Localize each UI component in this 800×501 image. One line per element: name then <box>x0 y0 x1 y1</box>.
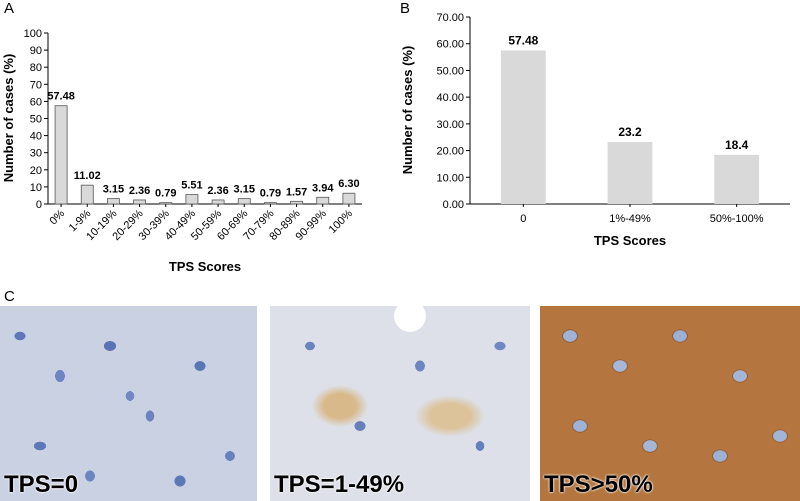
data-label: 6.30 <box>338 178 359 190</box>
data-label: 1.57 <box>286 186 307 198</box>
x-tick-label: 0 <box>520 213 526 225</box>
bar <box>106 198 120 205</box>
y-axis-title: Number of cases (%) <box>1 54 16 183</box>
bar <box>185 194 199 205</box>
data-label: 3.15 <box>234 184 255 196</box>
micrograph-tps-0: TPS=0 <box>0 306 257 501</box>
y-tick-label: 60 <box>30 96 42 108</box>
y-tick-label: 60.00 <box>436 39 464 51</box>
x-axis-title: TPS Scores <box>169 259 241 274</box>
data-label: 3.94 <box>312 182 334 194</box>
y-tick-label: 0.00 <box>443 199 464 211</box>
y-tick-label: 90 <box>30 45 42 57</box>
bar <box>159 202 173 205</box>
y-tick-label: 50 <box>30 114 42 126</box>
y-tick-label: 30.00 <box>436 119 464 131</box>
bar <box>316 196 330 205</box>
y-tick-label: 70 <box>30 79 42 91</box>
panel-label-a: A <box>4 0 15 17</box>
bar <box>607 142 653 204</box>
data-label: 2.36 <box>129 185 150 197</box>
bar <box>714 154 760 204</box>
bar <box>290 200 304 205</box>
y-tick-label: 0 <box>36 199 42 211</box>
data-label: 18.4 <box>725 138 749 152</box>
panel-label-b: B <box>400 0 411 17</box>
y-tick-label: 40 <box>30 131 42 143</box>
data-label: 23.2 <box>618 125 642 139</box>
bar <box>263 202 277 205</box>
bar <box>54 105 68 205</box>
data-label: 11.02 <box>74 170 101 182</box>
panel-label-c: C <box>4 288 15 305</box>
y-tick-label: 40.00 <box>436 92 464 104</box>
micrograph-label: TPS=1-49% <box>274 471 405 498</box>
micrograph-tps-50: TPS>50% <box>540 306 800 501</box>
y-tick-label: 50.00 <box>436 65 464 77</box>
data-label: 2.36 <box>207 185 228 197</box>
micrograph-tps-1-49: TPS=1-49% <box>270 306 530 501</box>
x-tick-label: 0% <box>47 207 67 227</box>
x-tick-label: 100% <box>327 207 356 236</box>
y-tick-label: 70.00 <box>436 12 464 24</box>
micrograph-label: TPS>50% <box>544 471 653 498</box>
y-tick-label: 20.00 <box>436 146 464 158</box>
x-axis-title: TPS Scores <box>594 233 666 248</box>
bar <box>211 199 225 205</box>
data-label: 57.48 <box>47 91 75 103</box>
data-label: 0.79 <box>155 188 176 200</box>
y-axis-title: Number of cases (%) <box>400 46 415 175</box>
data-label: 5.51 <box>181 180 202 192</box>
data-label: 0.79 <box>260 188 281 200</box>
data-label: 3.15 <box>103 184 124 196</box>
y-tick-label: 30 <box>30 148 42 160</box>
y-tick-label: 10.00 <box>436 172 464 184</box>
bar <box>342 192 356 205</box>
bar <box>500 50 546 204</box>
data-label: 57.48 <box>508 33 538 47</box>
chart-b: 0.00 10.00 20.00 30.00 40.00 50.00 60.00 70.00 5… <box>400 12 790 248</box>
y-tick-label: 80 <box>30 62 42 74</box>
bar <box>80 184 94 205</box>
micrograph-label: TPS=0 <box>4 471 79 498</box>
chart-a: 010203040506070809010057.480%11.021-9%3.… <box>1 28 362 274</box>
y-tick-label: 10 <box>30 182 42 194</box>
x-tick-label: 50%-100% <box>710 213 764 225</box>
bar <box>237 198 251 205</box>
bar <box>133 199 147 205</box>
y-tick-label: 100 <box>24 28 42 40</box>
x-tick-label: 1%-49% <box>609 213 651 225</box>
y-tick-label: 20 <box>30 165 42 177</box>
